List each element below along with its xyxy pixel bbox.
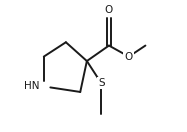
Text: S: S — [98, 78, 105, 88]
Text: O: O — [105, 5, 113, 15]
Text: HN: HN — [24, 81, 39, 91]
Text: O: O — [125, 52, 133, 62]
